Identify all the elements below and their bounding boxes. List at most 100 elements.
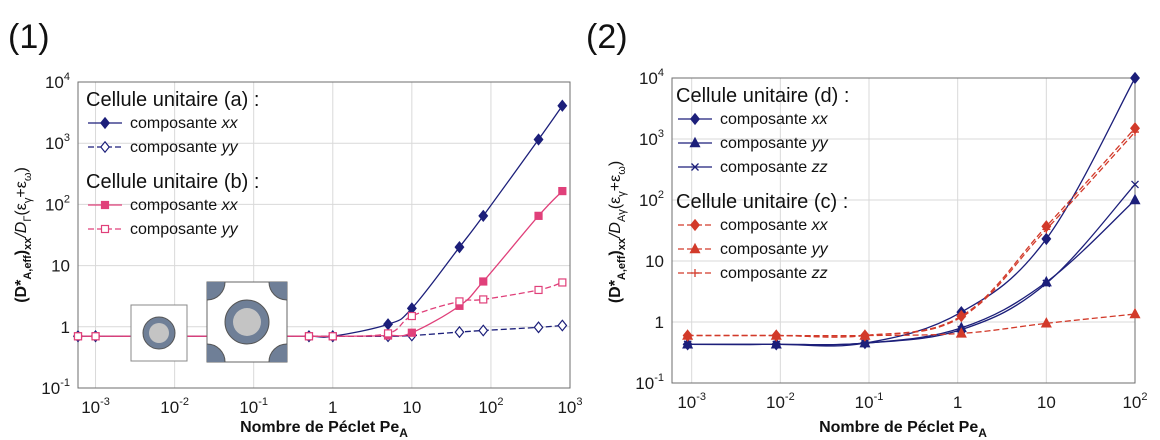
y-label-part: /D — [607, 222, 624, 239]
y-label-part: ) — [607, 250, 624, 255]
data-point — [533, 133, 544, 146]
legend-entry: composante zz — [720, 265, 828, 282]
data-point — [1042, 279, 1051, 288]
y-label-sub: Γ — [22, 216, 34, 222]
data-point — [1129, 193, 1141, 205]
y-tick-label: 102 — [45, 193, 70, 214]
series-line — [687, 313, 1136, 337]
x-tick-exponent: 2 — [1141, 391, 1147, 403]
data-point — [683, 331, 692, 340]
data-point — [383, 329, 393, 338]
y-tick-exponent: 3 — [658, 128, 664, 140]
cell-core — [149, 323, 169, 343]
y-tick-base: 10 — [639, 69, 658, 88]
legend-entry: composante zz — [720, 159, 828, 176]
x-tick-label: 10-2 — [160, 396, 189, 417]
data-point — [533, 321, 544, 334]
y-tick-label: 103 — [639, 128, 664, 149]
y-tick-base: 10 — [45, 73, 64, 92]
y-tick-label: 10 — [51, 257, 70, 276]
legend-entry-text: composante — [720, 135, 812, 152]
x-tick-exponent: -3 — [100, 396, 110, 408]
data-point — [772, 340, 781, 349]
cell-grain — [207, 343, 226, 362]
y-tick-exponent: 3 — [64, 132, 70, 144]
legend-marker — [691, 269, 699, 277]
y-label-sub: xx — [616, 237, 628, 250]
legend-entry-text: composante — [720, 265, 812, 282]
data-point — [304, 332, 314, 341]
data-point — [860, 339, 869, 348]
chart-1: 10-3 10-2 10-1 1 10 102 10310-1110102103104(1)… — [8, 18, 583, 440]
x-tick-base: 10 — [855, 393, 874, 412]
plot-area — [671, 77, 1136, 384]
data-point — [1042, 225, 1051, 234]
x-tick-base: 1 — [328, 398, 337, 417]
legend-entry-text: composante — [130, 221, 222, 238]
y-label-part: (ε — [13, 203, 30, 215]
legend-entry-text: composante — [130, 139, 222, 156]
y-tick-label: 102 — [639, 189, 664, 210]
data-point — [772, 331, 781, 340]
x-tick-exponent: -1 — [874, 391, 884, 403]
y-label-part: /D — [13, 221, 30, 238]
data-point — [479, 277, 488, 286]
legend-entry-component: yy — [811, 241, 829, 258]
legend-marker — [100, 140, 110, 154]
y-tick-exponent: 2 — [658, 189, 664, 201]
y-tick-label: 103 — [45, 132, 70, 153]
x-tick-label: 10 — [1037, 393, 1056, 412]
legend-entry: composante yy — [130, 221, 239, 238]
y-tick-base: 10 — [635, 374, 654, 393]
legend-entry-text: composante — [720, 111, 812, 128]
x-tick-base: 10 — [766, 393, 785, 412]
y-axis-label: (D*A,eff)xx/DΓ(εγ+εω) — [13, 167, 34, 303]
y-tick-base: 1 — [61, 318, 70, 337]
chart-2: 10-3 10-2 10-1 1 10 10210-1110102103104(2)Nom… — [586, 18, 1148, 440]
x-axis-label-sub: A — [399, 426, 408, 440]
y-label-sub: ω — [22, 172, 34, 181]
x-tick-base: 10 — [402, 398, 421, 417]
legend-entry-component: yy — [811, 135, 829, 152]
data-point — [534, 285, 543, 295]
y-label-sub: γ — [616, 191, 628, 197]
y-label-sub: γ — [22, 197, 34, 203]
cell-grain — [207, 282, 226, 301]
legend-entry-component: zz — [811, 265, 828, 282]
x-axis-label-main: Nombre de Péclet Pe — [819, 419, 978, 436]
legend-entry: composante xx — [130, 115, 239, 132]
y-tick-base: 10 — [639, 130, 658, 149]
x-tick-base: 10 — [1122, 393, 1141, 412]
legend-marker — [689, 242, 701, 254]
data-point — [558, 278, 567, 287]
y-label-part: +ε — [607, 175, 624, 191]
x-tick-label: 1 — [953, 393, 962, 412]
legend-entry: composante xx — [720, 217, 829, 234]
data-point — [557, 99, 568, 112]
data-point — [534, 211, 543, 220]
x-tick-base: 10 — [239, 398, 258, 417]
y-label-sub: A,eff — [22, 255, 34, 280]
data-point — [407, 311, 416, 321]
legend-entry-text: composante — [720, 217, 812, 234]
y-tick-exponent: -1 — [654, 372, 664, 384]
legend-entry-component: xx — [811, 111, 829, 128]
y-tick-base: 10 — [639, 191, 658, 210]
data-point — [557, 319, 568, 332]
x-tick-exponent: 3 — [576, 396, 582, 408]
series-3 — [683, 180, 1139, 349]
y-label-part: ) — [13, 250, 30, 255]
y-tick-label: 10-1 — [635, 372, 664, 393]
data-point — [1131, 180, 1139, 189]
legend-entry-component: yy — [221, 221, 239, 238]
x-tick-exponent: -2 — [179, 396, 189, 408]
y-tick-label: 10-1 — [41, 377, 70, 398]
series-line — [687, 183, 1136, 346]
x-tick-label: 10-3 — [677, 391, 706, 412]
series-5 — [682, 307, 1141, 340]
y-tick-base: 10 — [645, 252, 664, 271]
y-tick-exponent: 4 — [658, 67, 664, 79]
y-label-sub: Aγ — [616, 209, 628, 222]
plot-area — [77, 81, 571, 389]
